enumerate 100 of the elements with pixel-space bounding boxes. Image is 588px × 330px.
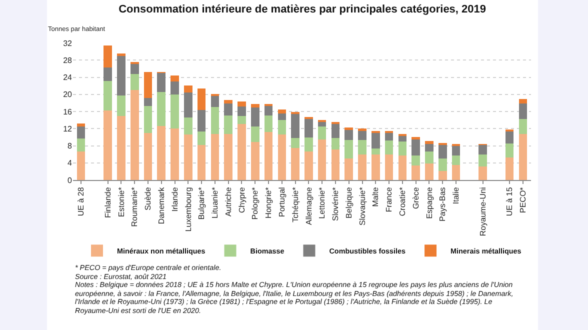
- bar: [104, 67, 112, 82]
- bar: [238, 116, 246, 124]
- bar: [452, 146, 460, 156]
- bar: [358, 140, 366, 154]
- bar: [170, 76, 179, 82]
- bar: [412, 139, 420, 156]
- bar: [184, 134, 192, 180]
- bar: [384, 140, 394, 155]
- x-tick-label: Portugal: [278, 186, 287, 217]
- bar: [425, 163, 434, 180]
- x-tick-label: Espagne: [424, 186, 434, 219]
- x-tick-label: Slovaquie*: [358, 187, 367, 226]
- bar: [197, 144, 206, 180]
- bar: [358, 130, 366, 140]
- bar: [304, 119, 313, 138]
- bar: [144, 132, 152, 180]
- y-tick-label: 28: [63, 56, 73, 65]
- bar: [304, 151, 313, 180]
- x-tick-label: Tchéquie*: [290, 187, 300, 222]
- bar: [478, 154, 487, 167]
- x-tick-label: Hongrie*: [264, 187, 274, 218]
- bar: [224, 134, 232, 180]
- bar: [278, 109, 286, 114]
- bar: [104, 46, 112, 68]
- bar: [157, 72, 166, 92]
- x-tick-label: Italie: [452, 186, 461, 204]
- bar: [304, 138, 313, 152]
- bar: [197, 110, 206, 132]
- bar: [104, 81, 112, 111]
- bar: [224, 103, 232, 116]
- bar: [130, 64, 139, 74]
- bar: [412, 165, 420, 180]
- bar: [117, 55, 126, 96]
- bar: [184, 117, 192, 135]
- bar: [358, 154, 366, 180]
- bar: [250, 108, 260, 126]
- bar: [344, 130, 354, 140]
- bar: [117, 116, 126, 180]
- y-tick-label: 32: [63, 38, 73, 48]
- x-tick-label: Grèce: [411, 186, 420, 209]
- bar: [224, 115, 232, 134]
- bar: [384, 154, 394, 180]
- x-tick-label: Autriche: [224, 186, 233, 217]
- x-tick-label: Finlande: [103, 186, 112, 218]
- bar: [264, 132, 273, 180]
- bar: [438, 144, 447, 159]
- y-tick-label: 8: [68, 142, 73, 151]
- y-tick-label: 16: [63, 107, 73, 116]
- bar: [331, 123, 340, 138]
- x-tick-label: Belgique: [344, 186, 354, 218]
- bar: [372, 148, 380, 154]
- x-tick-label: Malte: [371, 186, 380, 207]
- bar: [478, 144, 487, 154]
- bar: [117, 96, 126, 116]
- bar: [278, 114, 286, 120]
- bar: [184, 92, 192, 118]
- y-tick-label: 20: [63, 90, 73, 100]
- x-tick-label: Luxembourg: [184, 187, 193, 232]
- bar: [76, 126, 86, 138]
- bar: [250, 104, 260, 108]
- bar: [157, 126, 166, 180]
- bar: [144, 106, 152, 133]
- bar: [291, 138, 300, 148]
- bar: [157, 92, 166, 126]
- bar: [130, 74, 139, 90]
- bar: [425, 151, 434, 164]
- x-tick-label: Croatie*: [398, 187, 408, 216]
- bar: [318, 126, 326, 140]
- x-tick-label: Lituanie*: [210, 187, 220, 218]
- bar: [238, 102, 246, 106]
- x-tick-label: Danemark: [156, 186, 166, 224]
- bar: [505, 132, 514, 144]
- x-tick-label: Pays-Bas: [438, 187, 448, 222]
- bar: [224, 100, 232, 104]
- x-tick-label: Slovénie*: [331, 187, 340, 222]
- bar: [144, 98, 152, 106]
- bar: [412, 156, 420, 166]
- bar: [438, 171, 447, 180]
- bar: [425, 141, 434, 144]
- bar: [318, 139, 326, 180]
- x-tick-label: Irlande: [170, 186, 180, 212]
- bar: [104, 110, 112, 180]
- bar: [344, 158, 354, 180]
- bar: [372, 154, 380, 180]
- bar: [210, 106, 220, 134]
- x-tick-label: Pologne*: [250, 187, 260, 220]
- bar: [250, 142, 260, 180]
- bar: [505, 144, 514, 158]
- bar: [250, 126, 260, 142]
- bar: [210, 95, 220, 107]
- x-tick-label: Suède: [144, 186, 153, 210]
- x-tick-label: UE à 28: [76, 186, 86, 216]
- bar: [197, 88, 206, 110]
- x-tick-label: UE à 15: [505, 186, 514, 216]
- x-tick-label: Lettonie*: [318, 187, 327, 219]
- bar: [76, 138, 86, 152]
- y-tick-label: 0: [68, 176, 73, 185]
- bar: [238, 124, 246, 180]
- bar: [398, 156, 407, 180]
- bar: [144, 72, 152, 98]
